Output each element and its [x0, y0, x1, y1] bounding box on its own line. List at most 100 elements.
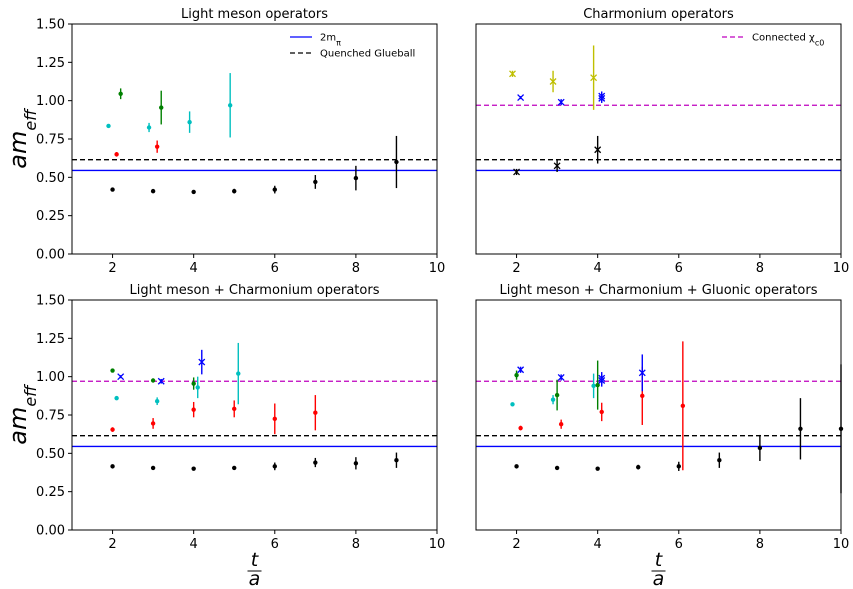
- data-point: [150, 378, 156, 383]
- y-tick-label: 1.25: [36, 332, 65, 347]
- data-point: [394, 458, 399, 463]
- x-label-denominator: a: [653, 568, 665, 589]
- panel-title: Light meson + Charmonium + Gluonic opera…: [500, 283, 818, 298]
- legend-label: Quenched Glueball: [320, 49, 415, 60]
- x-tick-label: 8: [756, 261, 764, 276]
- x-axis-label: ta: [247, 549, 262, 589]
- data-point: [150, 465, 156, 471]
- data-point: [638, 369, 646, 377]
- data-point: [798, 426, 803, 431]
- marker-stroke: [117, 373, 125, 381]
- data-point: [557, 373, 565, 381]
- x-tick-label: 10: [833, 261, 850, 276]
- y-tick-label: 1.50: [36, 18, 65, 33]
- data-point: [353, 461, 359, 466]
- data-point: [114, 395, 119, 401]
- x-tick-label: 2: [512, 537, 520, 552]
- data-point: [513, 168, 521, 176]
- x-label-numerator: t: [655, 549, 664, 571]
- data-point: [272, 416, 277, 422]
- x-tick-label: 4: [190, 537, 198, 552]
- y-tick-label: 0.50: [36, 447, 65, 462]
- legend: Connected χc0: [722, 33, 824, 47]
- data-point: [272, 464, 277, 469]
- data-point: [394, 159, 399, 165]
- x-tick-label: 6: [271, 537, 279, 552]
- data-point: [150, 421, 156, 426]
- legend-label: 2mπ: [320, 33, 341, 48]
- marker-stroke: [553, 162, 561, 170]
- data-point: [187, 119, 192, 125]
- y-tick-label: 0.00: [36, 524, 65, 539]
- marker-stroke: [638, 369, 646, 377]
- data-point: [110, 464, 115, 469]
- marker-stroke: [157, 377, 165, 385]
- panel-title: Charmonium operators: [583, 7, 734, 22]
- data-point: [510, 402, 515, 407]
- panel-1: Light meson operators 2 4 6 8 10 0.00 0.25 0.50 0…: [4, 7, 445, 276]
- data-point: [232, 406, 237, 412]
- y-tick-label: 1.25: [36, 56, 65, 71]
- y-tick-label: 0.50: [36, 171, 65, 186]
- data-point: [517, 94, 525, 102]
- x-tick-label: 8: [352, 537, 360, 552]
- data-point: [227, 103, 233, 108]
- marker-stroke: [549, 78, 557, 85]
- data-point: [591, 383, 596, 389]
- y-tick-label: 1.00: [36, 94, 65, 109]
- data-point: [598, 377, 606, 384]
- panel-2: Charmonium operators 2 4 6 8 10 Connected χc0: [475, 7, 850, 276]
- data-point: [636, 464, 641, 470]
- data-point: [110, 368, 115, 373]
- x-label-numerator: t: [251, 549, 260, 571]
- x-tick-label: 4: [594, 537, 602, 552]
- data-point: [549, 78, 557, 85]
- x-tick-label: 2: [108, 537, 116, 552]
- data-point: [594, 146, 602, 154]
- y-tick-label: 0.25: [36, 209, 65, 224]
- x-tick-label: 6: [675, 261, 683, 276]
- marker-stroke: [557, 373, 565, 381]
- x-tick-label: 2: [108, 261, 116, 276]
- x-tick-label: 2: [512, 261, 520, 276]
- data-point: [159, 105, 164, 110]
- y-axis-label: ameff: [4, 383, 40, 445]
- y-tick-label: 0.75: [36, 133, 65, 148]
- x-tick-label: 4: [594, 261, 602, 276]
- panel-title: Light meson + Charmonium operators: [130, 283, 380, 298]
- marker-stroke: [198, 358, 206, 366]
- data-point: [272, 187, 277, 192]
- data-point: [517, 366, 525, 374]
- data-point: [110, 427, 115, 432]
- plot-frame: [71, 299, 438, 531]
- y-tick-label: 0.75: [36, 409, 65, 424]
- x-tick-label: 10: [429, 261, 446, 276]
- data-point: [198, 358, 206, 366]
- y-tick-label: 0.00: [36, 248, 65, 263]
- data-point: [509, 70, 516, 78]
- data-point: [150, 188, 156, 194]
- y-tick-label: 1.00: [36, 370, 65, 385]
- data-point: [554, 465, 560, 471]
- panel-3: Light meson + Charmonium operators 2 4 6 8 10…: [4, 283, 445, 589]
- plot-frame: [475, 23, 842, 255]
- data-point: [313, 460, 318, 465]
- data-point: [146, 125, 152, 130]
- data-point: [118, 91, 123, 96]
- y-tick-label: 1.50: [36, 294, 65, 309]
- data-point: [640, 393, 645, 399]
- data-point: [313, 410, 318, 415]
- x-tick-label: 10: [429, 537, 446, 552]
- data-point: [232, 188, 237, 194]
- x-tick-label: 10: [833, 537, 850, 552]
- data-point: [154, 144, 160, 149]
- marker-stroke: [590, 74, 598, 82]
- data-point: [191, 381, 196, 386]
- data-point: [557, 98, 565, 106]
- data-point: [676, 464, 681, 469]
- data-point: [110, 187, 115, 192]
- data-point: [191, 189, 196, 195]
- marker-stroke: [517, 94, 525, 102]
- data-point: [595, 382, 600, 388]
- marker-stroke: [594, 146, 602, 154]
